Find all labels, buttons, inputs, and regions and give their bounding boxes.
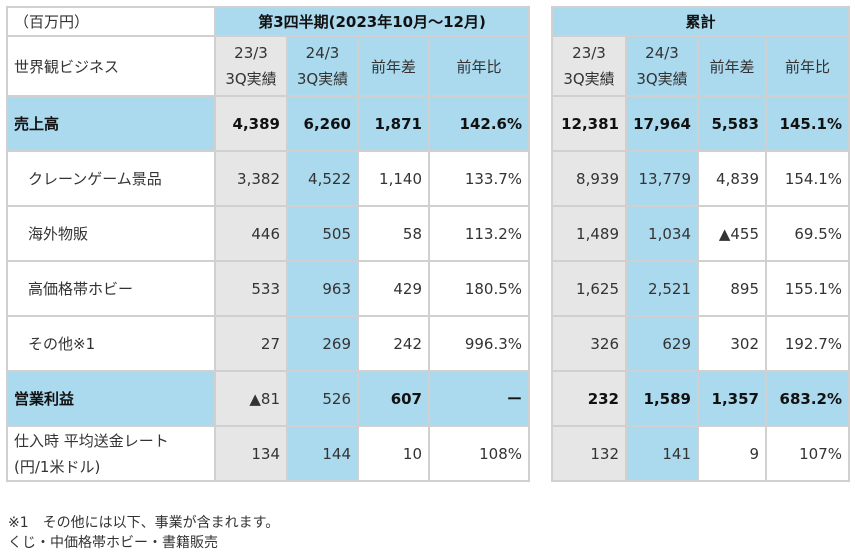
cell: 242 <box>357 315 430 372</box>
row-label: その他※1 <box>6 315 216 372</box>
unit-label: （百万円） <box>6 6 216 37</box>
table-row-crane: 8,939 13,779 4,839 154.1% <box>551 150 851 207</box>
col-header-prev: 23/3 3Q実績 <box>551 35 627 97</box>
cell: 192.7% <box>764 315 851 372</box>
cell: 446 <box>214 205 288 262</box>
cell: ▲81 <box>214 370 288 427</box>
cell: 3,382 <box>214 150 288 207</box>
cell: 1,034 <box>625 205 699 262</box>
table-row-other: 326 629 302 192.7% <box>551 315 851 372</box>
col-header-diff: 前年差 <box>697 35 767 97</box>
table-row-op-profit: 232 1,589 1,357 683.2% <box>551 370 851 427</box>
footnote-line-2: くじ・中価格帯ホビー・書籍販売 <box>8 535 218 551</box>
cell: 142.6% <box>427 95 531 152</box>
cumulative-section-title: 累計 <box>550 6 851 37</box>
cell: 302 <box>697 315 767 372</box>
table-row-crane: クレーンゲーム景品 3,382 4,522 1,140 133.7% <box>6 150 531 207</box>
cell: ー <box>427 370 531 427</box>
table-row-op-profit: 営業利益 ▲81 526 607 ー <box>6 370 531 427</box>
cell: 69.5% <box>764 205 851 262</box>
quarter-table: （百万円） 第3四半期(2023年10月～12月) 世界観ビジネス 23/3 3Q… <box>6 6 531 482</box>
cell: 132 <box>551 425 627 482</box>
cell: 269 <box>286 315 359 372</box>
row-label: 高価格帯ホビー <box>6 260 216 317</box>
cell: 108% <box>427 425 531 482</box>
cumulative-table: 累計 23/3 3Q実績 24/3 3Q実績 前年差 前年比 12,381 17,9… <box>550 6 851 482</box>
col-header-curr: 24/3 3Q実績 <box>625 35 699 97</box>
cell: 1,625 <box>551 260 627 317</box>
row-label: クレーンゲーム景品 <box>6 150 216 207</box>
cell: 107% <box>764 425 851 482</box>
col-header-diff: 前年差 <box>357 35 430 97</box>
cell: 526 <box>286 370 359 427</box>
cell: 154.1% <box>764 150 851 207</box>
cell: 1,589 <box>625 370 699 427</box>
cell: 141 <box>625 425 699 482</box>
cell: 326 <box>551 315 627 372</box>
cell: 155.1% <box>764 260 851 317</box>
cell: 1,140 <box>357 150 430 207</box>
cell: 134 <box>214 425 288 482</box>
cell: 1,357 <box>697 370 767 427</box>
cell: 2,521 <box>625 260 699 317</box>
cell: 145.1% <box>764 95 851 152</box>
row-label: 海外物販 <box>6 205 216 262</box>
cell: 9 <box>697 425 767 482</box>
cell: ▲455 <box>697 205 767 262</box>
cell: 607 <box>357 370 430 427</box>
col-header-prev: 23/3 3Q実績 <box>214 35 288 97</box>
cell: 895 <box>697 260 767 317</box>
table-row-hobby: 高価格帯ホビー 533 963 429 180.5% <box>6 260 531 317</box>
table-row-fx-rate: 132 141 9 107% <box>551 425 851 482</box>
cell: 629 <box>625 315 699 372</box>
footnotes: ※1 その他には以下、事業が含まれます。 くじ・中価格帯ホビー・書籍販売 <box>8 513 279 553</box>
table-row-fx-rate: 仕入時 平均送金レート (円/1米ドル) 134 144 10 108% <box>6 425 531 482</box>
cell: 58 <box>357 205 430 262</box>
cell: 1,871 <box>357 95 430 152</box>
cell: 144 <box>286 425 359 482</box>
cell: 429 <box>357 260 430 317</box>
cell: 10 <box>357 425 430 482</box>
cell: 996.3% <box>427 315 531 372</box>
cell: 5,583 <box>697 95 767 152</box>
cell: 133.7% <box>427 150 531 207</box>
cell: 232 <box>551 370 627 427</box>
cell: 6,260 <box>286 95 359 152</box>
table-row-hobby: 1,625 2,521 895 155.1% <box>551 260 851 317</box>
table-row-overseas: 1,489 1,034 ▲455 69.5% <box>551 205 851 262</box>
col-header-ratio: 前年比 <box>764 35 851 97</box>
cell: 683.2% <box>764 370 851 427</box>
table-row-overseas: 海外物販 446 505 58 113.2% <box>6 205 531 262</box>
segment-label: 世界観ビジネス <box>6 35 216 97</box>
cell: 27 <box>214 315 288 372</box>
cell: 4,839 <box>697 150 767 207</box>
cell: 1,489 <box>551 205 627 262</box>
table-row-sales: 売上高 4,389 6,260 1,871 142.6% <box>6 95 531 152</box>
row-label: 売上高 <box>6 95 216 152</box>
table-row-other: その他※1 27 269 242 996.3% <box>6 315 531 372</box>
cell: 12,381 <box>551 95 627 152</box>
cell: 505 <box>286 205 359 262</box>
table-row-sales: 12,381 17,964 5,583 145.1% <box>551 95 851 152</box>
cell: 963 <box>286 260 359 317</box>
row-label: 営業利益 <box>6 370 216 427</box>
cell: 13,779 <box>625 150 699 207</box>
quarter-section-title: 第3四半期(2023年10月～12月) <box>213 6 531 37</box>
cell: 17,964 <box>625 95 699 152</box>
cell: 8,939 <box>551 150 627 207</box>
row-label: 仕入時 平均送金レート (円/1米ドル) <box>6 425 216 482</box>
footnote-line-1: ※1 その他には以下、事業が含まれます。 <box>8 515 280 531</box>
cell: 4,389 <box>214 95 288 152</box>
cell: 113.2% <box>427 205 531 262</box>
cell: 180.5% <box>427 260 531 317</box>
cell: 533 <box>214 260 288 317</box>
col-header-ratio: 前年比 <box>427 35 531 97</box>
col-header-curr: 24/3 3Q実績 <box>286 35 359 97</box>
cell: 4,522 <box>286 150 359 207</box>
